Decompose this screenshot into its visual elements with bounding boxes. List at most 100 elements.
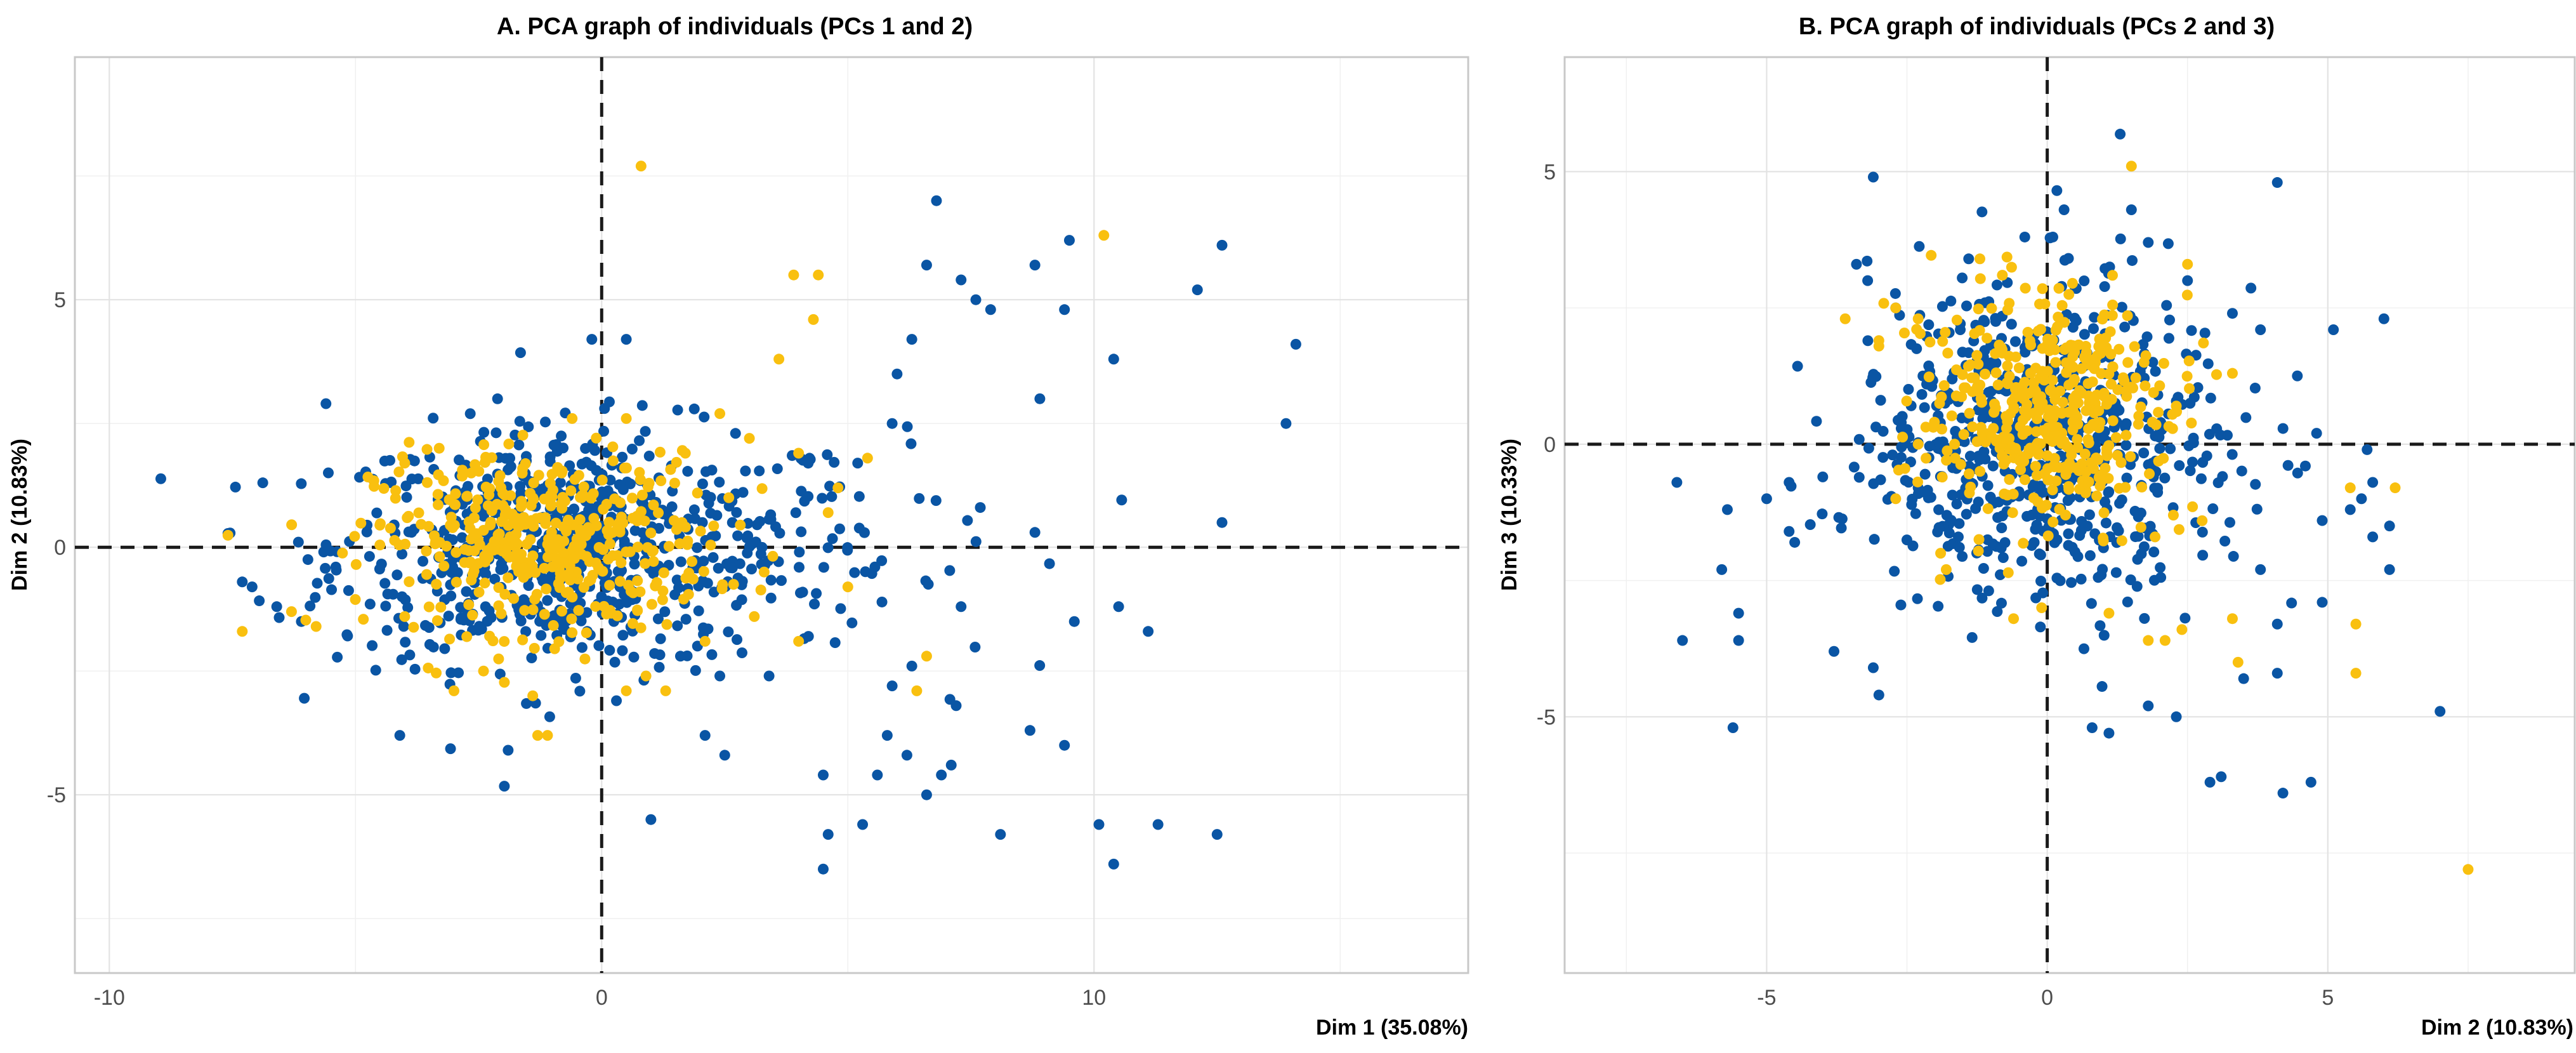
panel-a-point-group-2	[400, 538, 411, 550]
panel-a-point-group-1	[944, 565, 956, 576]
panel-b-point-group-2	[2106, 310, 2118, 321]
panel-a-point-group-1	[443, 611, 454, 622]
panel-b-point-group-1	[2148, 546, 2160, 558]
panel-b-point-group-1	[1990, 313, 2001, 324]
panel-a-point-group-1	[617, 451, 628, 463]
panel-a-point-group-2	[635, 622, 647, 633]
panel-a-point-group-2	[604, 579, 615, 591]
panel-b-y-tick-label: -5	[1537, 705, 1556, 729]
panel-a-point-group-2	[431, 615, 443, 626]
panel-b-point-group-1	[2199, 328, 2211, 339]
panel-a-point-group-2	[390, 493, 401, 504]
panel-b-point-group-1	[2344, 504, 2356, 515]
panel-a-point-group-2	[601, 498, 612, 510]
panel-b-point-group-2	[1936, 423, 1948, 435]
panel-a-point-group-2	[499, 510, 511, 521]
panel-b-point-group-1	[1853, 472, 1865, 483]
panel-a-point-group-1	[702, 578, 713, 589]
panel-b-point-group-2	[2053, 311, 2064, 322]
panel-a-point-group-2	[539, 609, 550, 620]
panel-a-point-group-2	[473, 466, 485, 477]
panel-a-point-group-2	[450, 546, 462, 558]
panel-b-point-group-1	[2362, 444, 2373, 455]
panel-a-y-tick-label: 0	[54, 536, 66, 560]
panel-a-point-group-2	[654, 446, 666, 458]
panel-a-point-group-1	[603, 396, 615, 407]
panel-b-title: B. PCA graph of individuals (PCs 2 and 3…	[1799, 13, 2275, 40]
panel-a-point-group-2	[517, 634, 529, 646]
panel-a-point-group-1	[1068, 616, 1080, 627]
panel-b-point-group-1	[1992, 512, 2004, 523]
panel-a-point-group-2	[832, 482, 844, 494]
panel-b-point-group-1	[1978, 562, 1989, 574]
panel-a-point-group-1	[818, 562, 829, 573]
panel-b-point-group-1	[1973, 496, 1984, 508]
panel-b-point-group-1	[2076, 516, 2087, 527]
panel-a-point-group-2	[508, 550, 520, 562]
panel-b-point-group-1	[2058, 204, 2070, 215]
panel-a-point-group-1	[741, 533, 752, 544]
panel-a-point-group-2	[573, 605, 584, 616]
panel-a-point-group-1	[822, 542, 834, 553]
panel-b-point-group-2	[1950, 390, 1962, 402]
panel-a-point-group-1	[702, 623, 714, 635]
panel-a-point-group-1	[398, 621, 409, 632]
panel-b-point-group-2	[2035, 324, 2046, 335]
panel-b-point-group-1	[2026, 509, 2037, 520]
panel-a-point-group-1	[521, 698, 532, 709]
panel-a-point-group-2	[648, 500, 659, 511]
panel-b-point-group-1	[2240, 412, 2252, 423]
panel-b-point-group-2	[2080, 405, 2092, 416]
panel-a-point-group-1	[254, 595, 265, 607]
panel-a-point-group-1	[621, 597, 633, 608]
panel-a-point-group-1	[796, 486, 807, 497]
panel-a-point-group-1	[872, 769, 883, 781]
panel-b-point-group-2	[2050, 324, 2061, 336]
panel-a-point-group-2	[473, 586, 485, 598]
panel-b-point-group-1	[2087, 323, 2099, 334]
panel-b-point-group-1	[2161, 300, 2172, 311]
panel-a-x-axis-title: Dim 1 (35.08%)	[1316, 1016, 1468, 1040]
panel-b-point-group-2	[2002, 567, 2014, 578]
panel-a-point-group-1	[586, 460, 597, 472]
panel-b-point-group-1	[2185, 465, 2196, 477]
panel-a-point-group-1	[886, 418, 898, 429]
panel-b-point-group-2	[1964, 407, 1975, 419]
panel-b-point-group-2	[2036, 602, 2047, 614]
panel-b-point-group-2	[1912, 313, 1924, 324]
panel-a-point-group-1	[404, 649, 416, 661]
panel-b-point-group-1	[2119, 421, 2131, 433]
panel-b-point-group-2	[1963, 468, 1975, 480]
panel-a-point-group-1	[576, 642, 588, 653]
panel-a-point-group-1	[1034, 660, 1046, 672]
panel-a-point-group-2	[516, 467, 528, 479]
panel-a-point-group-2	[432, 499, 444, 510]
panel-a-point-group-2	[491, 499, 503, 510]
panel-b-point-group-1	[1943, 527, 1955, 539]
panel-a-point-group-2	[663, 541, 674, 552]
panel-b-point-group-2	[2126, 161, 2137, 172]
panel-b-point-group-2	[2072, 434, 2083, 445]
panel-b-point-group-2	[2042, 530, 2054, 541]
panel-b-point-group-2	[2110, 432, 2122, 443]
panel-b-point-group-1	[2035, 549, 2046, 560]
panel-b-point-group-1	[2120, 440, 2132, 451]
panel-a-point-group-1	[740, 465, 751, 477]
panel-b-point-group-1	[1848, 461, 1860, 473]
panel-b-point-group-1	[2212, 477, 2224, 489]
panel-a-title: A. PCA graph of individuals (PCs 1 and 2…	[497, 13, 973, 40]
panel-a-point-group-1	[671, 574, 683, 586]
panel-b-point-group-2	[2103, 473, 2114, 484]
panel-a-point-group-2	[358, 614, 369, 625]
panel-a-point-group-2	[486, 452, 497, 463]
panel-a-point-group-1	[901, 750, 912, 761]
panel-a-point-group-1	[931, 195, 942, 206]
panel-b-point-group-1	[1851, 258, 1862, 270]
panel-b-point-group-1	[1963, 347, 1975, 359]
panel-b-point-group-1	[2255, 564, 2266, 575]
panel-a-point-group-2	[614, 520, 625, 531]
panel-b-point-group-1	[2086, 598, 2097, 609]
panel-b-point-group-1	[2299, 460, 2311, 472]
panel-b-point-group-2	[2037, 283, 2048, 295]
panel-a-point-group-2	[503, 439, 515, 450]
